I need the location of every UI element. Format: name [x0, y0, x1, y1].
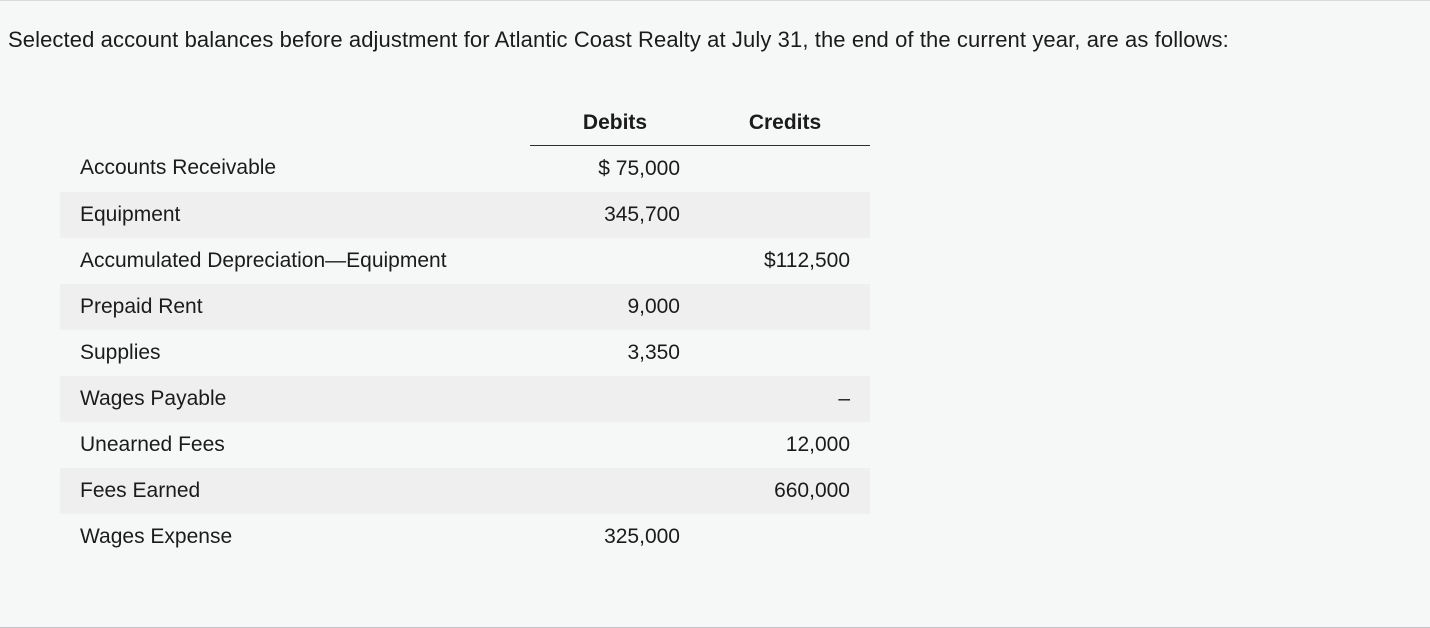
cell-credit: [700, 284, 870, 330]
cell-account: Wages Payable: [60, 376, 530, 422]
cell-debit: $ 75,000: [530, 145, 700, 192]
cell-account: Prepaid Rent: [60, 284, 530, 330]
cell-account: Accumulated Depreciation—Equipment: [60, 238, 530, 284]
table-row: Accounts Receivable $ 75,000: [60, 145, 870, 192]
cell-debit: [530, 422, 700, 468]
cell-account: Unearned Fees: [60, 422, 530, 468]
table-row: Supplies 3,350: [60, 330, 870, 376]
cell-account: Fees Earned: [60, 468, 530, 514]
table-row: Wages Payable –: [60, 376, 870, 422]
cell-credit: 660,000: [700, 468, 870, 514]
cell-credit: [700, 192, 870, 238]
table-row: Unearned Fees 12,000: [60, 422, 870, 468]
table-header-row: Debits Credits: [60, 103, 870, 146]
table-row: Equipment 345,700: [60, 192, 870, 238]
cell-debit: [530, 468, 700, 514]
cell-account: Wages Expense: [60, 514, 530, 560]
cell-debit: 325,000: [530, 514, 700, 560]
cell-credit: [700, 330, 870, 376]
cell-debit: 345,700: [530, 192, 700, 238]
cell-credit: $112,500: [700, 238, 870, 284]
cell-account: Equipment: [60, 192, 530, 238]
table-row: Fees Earned 660,000: [60, 468, 870, 514]
table-row: Prepaid Rent 9,000: [60, 284, 870, 330]
col-header-account: [60, 103, 530, 146]
table-row: Accumulated Depreciation—Equipment $112,…: [60, 238, 870, 284]
table-row: Wages Expense 325,000: [60, 514, 870, 560]
cell-debit: [530, 376, 700, 422]
cell-credit: 12,000: [700, 422, 870, 468]
cell-credit: [700, 514, 870, 560]
accounts-table-wrap: Debits Credits Accounts Receivable $ 75,…: [60, 103, 1430, 560]
cell-credit: –: [700, 376, 870, 422]
accounts-table: Debits Credits Accounts Receivable $ 75,…: [60, 103, 870, 560]
cell-debit: [530, 238, 700, 284]
cell-credit: [700, 145, 870, 192]
cell-account: Supplies: [60, 330, 530, 376]
cell-debit: 3,350: [530, 330, 700, 376]
col-header-debits: Debits: [530, 103, 700, 146]
cell-account: Accounts Receivable: [60, 145, 530, 192]
col-header-credits: Credits: [700, 103, 870, 146]
intro-text: Selected account balances before adjustm…: [0, 25, 1430, 55]
page-container: Selected account balances before adjustm…: [0, 0, 1430, 628]
cell-debit: 9,000: [530, 284, 700, 330]
